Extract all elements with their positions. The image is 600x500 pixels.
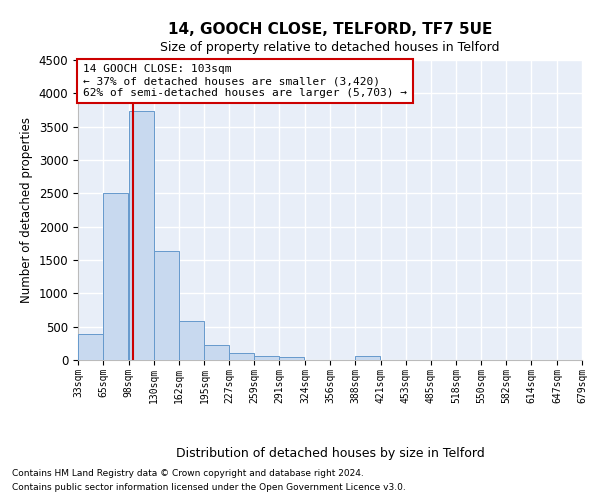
Text: Contains HM Land Registry data © Crown copyright and database right 2024.: Contains HM Land Registry data © Crown c…: [12, 468, 364, 477]
Bar: [179, 322, 203, 360]
Text: Size of property relative to detached houses in Telford: Size of property relative to detached ho…: [160, 41, 500, 54]
Text: Contains public sector information licensed under the Open Government Licence v3: Contains public sector information licen…: [12, 484, 406, 492]
Bar: [154, 250, 179, 360]
Bar: [205, 346, 229, 360]
Bar: [254, 356, 279, 360]
Text: Distribution of detached houses by size in Telford: Distribution of detached houses by size …: [176, 448, 484, 460]
Bar: [229, 352, 254, 360]
Bar: [103, 194, 128, 360]
Y-axis label: Number of detached properties: Number of detached properties: [20, 117, 33, 303]
Bar: [279, 357, 304, 360]
Bar: [129, 112, 154, 360]
Bar: [78, 334, 103, 360]
Text: 14, GOOCH CLOSE, TELFORD, TF7 5UE: 14, GOOCH CLOSE, TELFORD, TF7 5UE: [168, 22, 492, 38]
Bar: [355, 356, 380, 360]
Text: 14 GOOCH CLOSE: 103sqm
← 37% of detached houses are smaller (3,420)
62% of semi-: 14 GOOCH CLOSE: 103sqm ← 37% of detached…: [83, 64, 407, 98]
